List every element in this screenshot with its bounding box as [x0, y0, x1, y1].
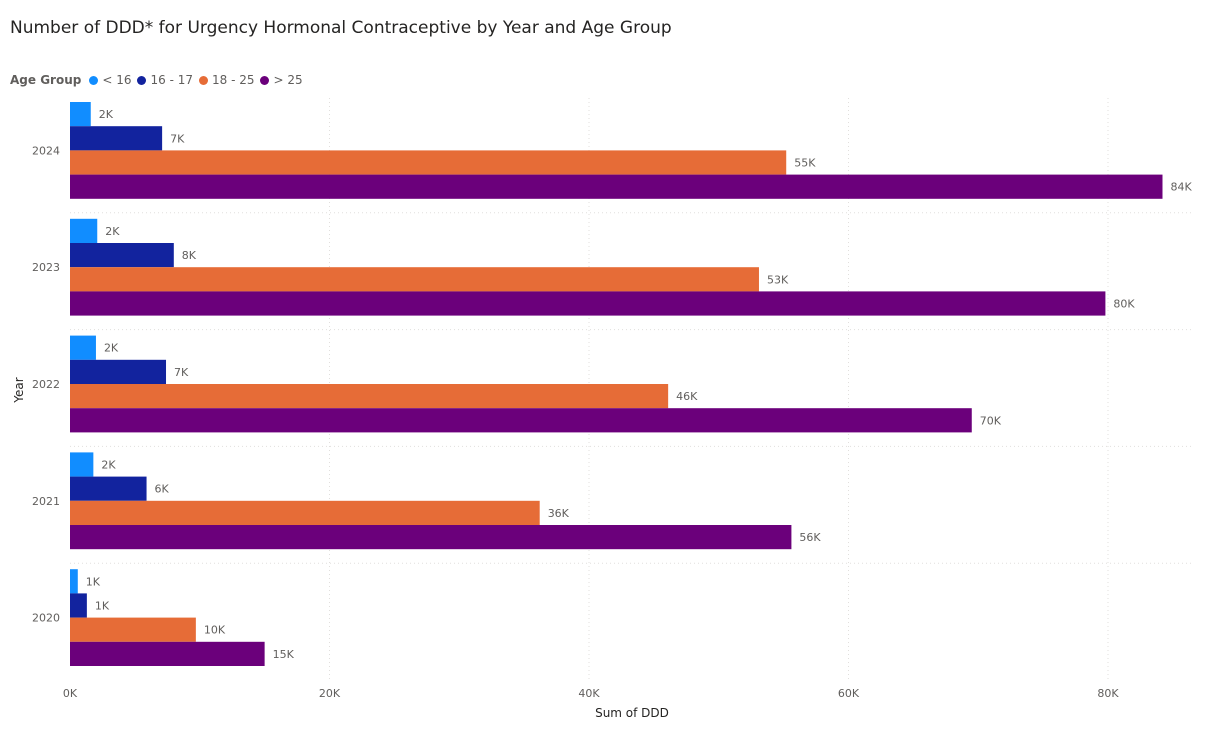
bar-2021-0	[70, 452, 94, 477]
legend-label-over-25: > 25	[273, 73, 303, 87]
x-axis-title: Sum of DDD	[595, 706, 669, 720]
bar-2023-0	[70, 218, 98, 243]
bar-2021-2	[70, 500, 540, 525]
x-tick-label-1: 20K	[319, 687, 341, 700]
legend-marker-18-25	[198, 75, 208, 85]
bar-2023-1	[70, 243, 174, 268]
bar-2024-1	[70, 126, 163, 151]
legend: Age Group < 16 16 - 17 18 - 25 > 25	[10, 72, 309, 88]
data-label-2021-0: 2K	[101, 459, 116, 472]
bar-2021-1	[70, 476, 147, 501]
bar-2023-2	[70, 267, 759, 292]
x-tick-label-3: 60K	[838, 687, 860, 700]
bar-2023-3	[70, 291, 1106, 316]
bar-2024-0	[70, 102, 91, 127]
data-label-2023-3: 80K	[1113, 298, 1135, 311]
data-label-2024-0: 2K	[99, 108, 114, 121]
y-tick-label-2021: 2021	[32, 495, 60, 508]
bar-2022-0	[70, 335, 96, 360]
bar-2020-1	[70, 593, 87, 618]
data-label-2021-3: 56K	[799, 531, 821, 544]
data-label-2022-3: 70K	[980, 414, 1002, 427]
legend-item-16-17[interactable]: 16 - 17	[137, 73, 193, 87]
bar-2024-3	[70, 174, 1163, 199]
legend-item-under-16[interactable]: < 16	[89, 73, 131, 87]
data-label-2024-3: 84K	[1170, 181, 1192, 194]
legend-item-over-25[interactable]: > 25	[260, 73, 303, 87]
x-tick-label-4: 80K	[1097, 687, 1119, 700]
x-tick-label-0: 0K	[63, 687, 78, 700]
data-label-2021-1: 6K	[155, 483, 170, 496]
legend-label-18-25: 18 - 25	[211, 73, 255, 87]
bar-2022-2	[70, 384, 669, 409]
legend-label-under-16: < 16	[102, 73, 132, 87]
bar-2024-2	[70, 150, 787, 175]
y-tick-label-2022: 2022	[32, 378, 60, 391]
data-label-2021-2: 36K	[548, 507, 570, 520]
bar-2020-2	[70, 617, 196, 642]
y-tick-label-2023: 2023	[32, 261, 60, 274]
legend-marker-under-16	[89, 75, 99, 85]
chart-title: Number of DDD* for Urgency Hormonal Cont…	[10, 18, 672, 38]
legend-marker-over-25	[260, 75, 270, 85]
legend-item-18-25[interactable]: 18 - 25	[198, 73, 255, 87]
y-tick-label-2024: 2024	[32, 144, 60, 157]
data-label-2023-1: 8K	[182, 249, 197, 262]
data-label-2023-0: 2K	[105, 225, 120, 238]
bar-2020-0	[70, 569, 78, 594]
x-tick-label-2: 40K	[578, 687, 600, 700]
y-axis-title: Year	[12, 377, 26, 403]
bar-2021-3	[70, 525, 792, 550]
data-label-2023-2: 53K	[767, 273, 789, 286]
data-label-2024-2: 55K	[794, 157, 816, 170]
data-label-2022-1: 7K	[174, 366, 189, 379]
data-label-2020-0: 1K	[86, 575, 101, 588]
bar-2022-3	[70, 408, 972, 433]
data-label-2020-2: 10K	[204, 624, 226, 637]
data-label-2024-1: 7K	[170, 132, 185, 145]
bar-2022-1	[70, 359, 167, 384]
data-label-2020-3: 15K	[273, 648, 295, 661]
bar-2020-3	[70, 641, 265, 666]
data-label-2020-1: 1K	[95, 600, 110, 613]
legend-label-16-17: 16 - 17	[150, 73, 193, 87]
data-label-2022-2: 46K	[676, 390, 698, 403]
legend-marker-16-17	[137, 75, 147, 85]
legend-title: Age Group	[10, 73, 82, 87]
y-tick-label-2020: 2020	[32, 612, 60, 625]
data-label-2022-0: 2K	[104, 342, 119, 355]
